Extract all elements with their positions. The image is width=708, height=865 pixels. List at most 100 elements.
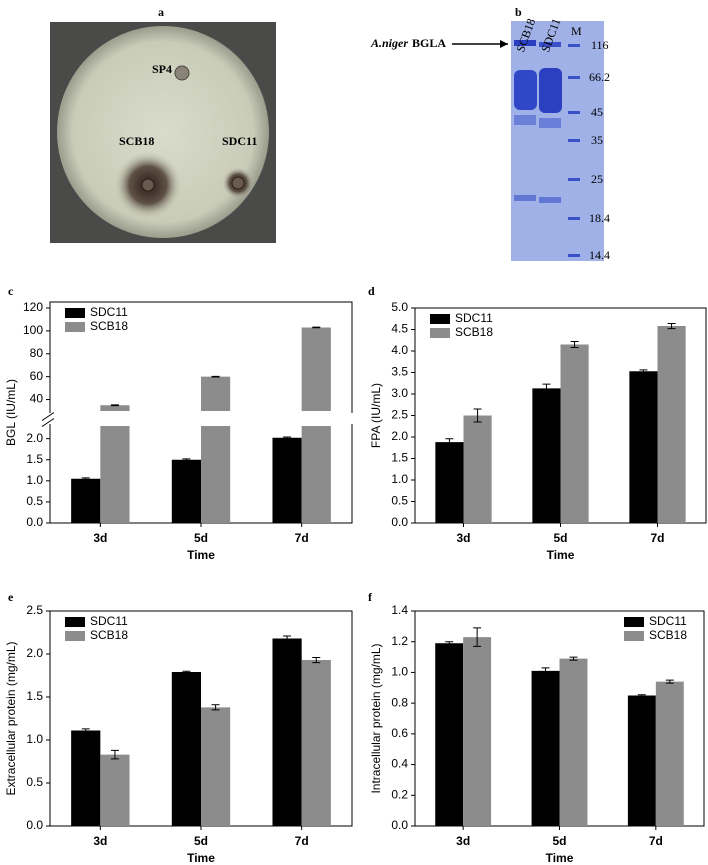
legend-swatch [65, 631, 85, 641]
error-bar [312, 326, 321, 329]
arrow-head [500, 40, 508, 48]
bar [301, 327, 331, 523]
y-tick-label: 0.0 [391, 818, 408, 832]
band [539, 42, 561, 47]
y-tick-label: 120 [23, 300, 43, 314]
band [514, 115, 536, 125]
error-bar [665, 679, 674, 684]
panel-label: f [368, 590, 373, 604]
y-tick-label: 3.0 [391, 386, 408, 400]
arrow-label: A.niger [370, 36, 408, 50]
y-tick-label: 80 [30, 346, 44, 360]
error-bar [81, 728, 90, 733]
marker-ladder [568, 44, 580, 257]
y-tick-label: 1.5 [26, 689, 43, 703]
error-bar [182, 458, 191, 462]
y-tick-label: 100 [23, 323, 43, 337]
panel-label: a [158, 5, 164, 19]
band [514, 195, 536, 201]
legend-swatch [430, 314, 450, 324]
y-tick-label: 2.0 [391, 429, 408, 443]
legend-swatch [65, 322, 85, 332]
legend-swatch [624, 631, 644, 641]
gel [511, 21, 604, 261]
bar [301, 660, 331, 826]
error-bar [211, 704, 220, 711]
colony-label: SDC11 [222, 134, 257, 148]
x-tick-label: 3d [93, 531, 107, 545]
y-tick-label: 0.6 [391, 726, 408, 740]
bar [272, 638, 302, 826]
x-tick-label: 7d [295, 531, 309, 545]
y-axis-label: Intracellular protein (mg/mL) [369, 643, 383, 793]
x-tick-label: 5d [194, 531, 208, 545]
y-tick-label: 1.0 [26, 473, 43, 487]
x-tick-label: 5d [194, 834, 208, 848]
bar [463, 415, 492, 523]
error-bar [445, 438, 454, 447]
error-bar [637, 694, 646, 697]
bar [100, 405, 130, 523]
y-tick-label: 40 [30, 392, 44, 406]
y-tick-label: 2.5 [391, 408, 408, 422]
error-bar [473, 408, 482, 423]
y-tick-label: 1.0 [391, 665, 408, 679]
colony-label: SCB18 [119, 134, 154, 148]
y-tick-label: 2.0 [26, 431, 43, 445]
error-bar [570, 341, 579, 349]
legend-label: SCB18 [649, 628, 687, 642]
legend-label: SCB18 [455, 325, 493, 339]
x-tick-label: 7d [649, 834, 663, 848]
axis-break [44, 413, 358, 424]
y-tick-label: 0.4 [391, 757, 408, 771]
y-tick-label: 4.5 [391, 322, 408, 336]
error-bar [541, 667, 550, 675]
y-axis-label: BGL (IU/mL) [4, 379, 18, 446]
error-bar [542, 383, 551, 394]
y-tick-label: 0.5 [391, 494, 408, 508]
break-mark [41, 412, 55, 427]
bar [657, 326, 686, 523]
error-bar [667, 322, 676, 330]
bar [171, 672, 201, 826]
error-bar [283, 635, 292, 642]
marker-size: 116 [591, 38, 609, 52]
bar [201, 707, 231, 826]
bar [435, 442, 464, 523]
panel-label: c [8, 284, 14, 298]
x-tick-label: 3d [456, 834, 470, 848]
marker-size: 66.2 [589, 70, 610, 84]
legend-swatch [624, 617, 644, 627]
band [539, 118, 561, 128]
error-bar [81, 477, 90, 481]
y-tick-label: 1.0 [391, 472, 408, 486]
bar [463, 637, 492, 826]
bar [627, 695, 656, 826]
x-axis-label: Time [547, 548, 575, 562]
legend-label: SDC11 [455, 311, 493, 325]
y-tick-label: 0.5 [26, 494, 43, 508]
x-tick-label: 7d [650, 531, 664, 545]
error-bar [473, 627, 482, 647]
y-tick-label: 3.5 [391, 365, 408, 379]
colony-label: SP4 [152, 62, 172, 76]
bar [655, 681, 684, 826]
legend-label: SCB18 [90, 319, 128, 333]
marker-size: 25 [591, 172, 603, 186]
x-axis-label: Time [187, 851, 215, 865]
panel-label: e [8, 590, 14, 604]
bar [71, 730, 101, 826]
panel-label: b [515, 5, 522, 19]
bar [560, 344, 589, 523]
y-tick-label: 2.0 [26, 646, 43, 660]
error-bar [211, 375, 220, 378]
band [539, 68, 562, 113]
y-tick-label: 1.0 [26, 732, 43, 746]
legend-label: SDC11 [649, 614, 687, 628]
x-tick-label: 5d [552, 834, 566, 848]
marker-size: 14.4 [589, 248, 610, 262]
x-tick-label: 5d [553, 531, 567, 545]
arrow-label: BGLA [412, 36, 446, 50]
legend-label: SDC11 [90, 614, 128, 628]
